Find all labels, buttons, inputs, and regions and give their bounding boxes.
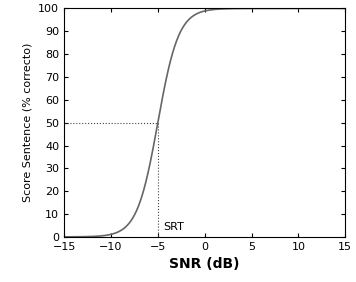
Y-axis label: Score Sentence (% correcto): Score Sentence (% correcto): [23, 43, 33, 202]
Text: SRT: SRT: [163, 222, 184, 232]
X-axis label: SNR (dB): SNR (dB): [169, 257, 240, 271]
